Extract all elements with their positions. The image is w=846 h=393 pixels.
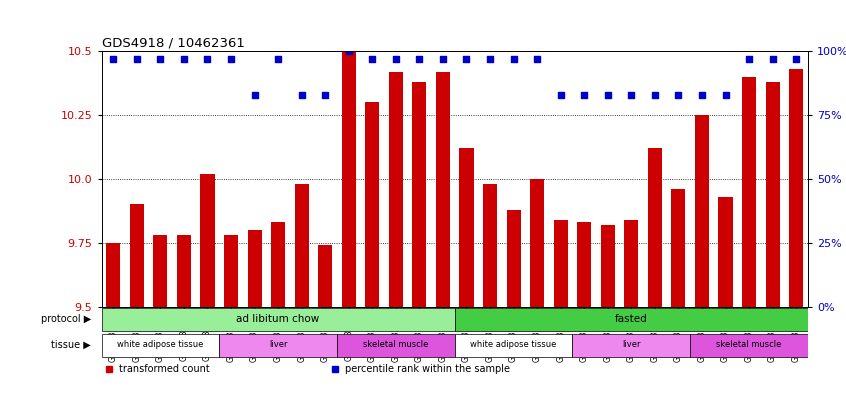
Point [601,92,614,98]
Point [318,92,332,98]
Point [719,92,733,98]
Bar [153,235,168,307]
Bar [601,225,615,307]
Bar [648,148,662,307]
Point [413,56,426,62]
Bar [201,174,215,307]
Bar [219,334,337,356]
Point [578,92,591,98]
Bar [436,72,450,307]
Bar [459,148,474,307]
Text: white adipose tissue: white adipose tissue [470,340,557,349]
Bar [271,222,285,307]
Text: fasted: fasted [615,314,648,324]
Text: liver: liver [269,340,288,349]
Point [554,92,568,98]
Point [272,56,285,62]
Text: tissue ▶: tissue ▶ [51,340,91,349]
Bar [102,334,219,356]
Bar [389,72,403,307]
Bar [412,82,426,307]
Point [130,56,144,62]
Bar [318,245,332,307]
Point [248,92,261,98]
Bar [789,69,803,307]
Text: transformed count: transformed count [119,364,210,374]
Text: liver: liver [622,340,640,349]
Point [107,56,120,62]
Bar [455,334,573,356]
Point [389,56,403,62]
Point [648,92,662,98]
Point [766,56,779,62]
Bar [624,220,639,307]
Text: protocol ▶: protocol ▶ [41,314,91,324]
Bar [129,204,144,307]
Point [154,56,168,62]
Bar [455,308,808,331]
Bar [483,184,497,307]
Bar [107,243,120,307]
Text: GDS4918 / 10462361: GDS4918 / 10462361 [102,36,244,49]
Bar [248,230,261,307]
Point [201,56,214,62]
Point [742,56,755,62]
Bar [177,235,191,307]
Bar [530,179,544,307]
Point [342,48,355,54]
Text: skeletal muscle: skeletal muscle [363,340,429,349]
Text: percentile rank within the sample: percentile rank within the sample [345,364,510,374]
Point [672,92,685,98]
Point [789,56,803,62]
Bar [553,220,568,307]
Point [365,56,379,62]
Bar [224,235,238,307]
Text: skeletal muscle: skeletal muscle [717,340,782,349]
Text: ad libitum chow: ad libitum chow [237,314,320,324]
Bar [365,102,379,307]
Bar [718,197,733,307]
Bar [577,222,591,307]
Bar [573,334,690,356]
Bar [742,77,756,307]
Bar [337,334,455,356]
Text: white adipose tissue: white adipose tissue [118,340,204,349]
Point [295,92,309,98]
Bar [690,334,808,356]
Point [459,56,473,62]
Point [224,56,238,62]
Bar [507,209,520,307]
Bar [294,184,309,307]
Bar [342,51,356,307]
Bar [766,82,780,307]
Point [507,56,520,62]
Point [437,56,450,62]
Point [624,92,638,98]
Point [695,92,709,98]
Bar [102,308,454,331]
Point [177,56,190,62]
Bar [672,189,685,307]
Bar [695,115,709,307]
Point [530,56,544,62]
Point [483,56,497,62]
